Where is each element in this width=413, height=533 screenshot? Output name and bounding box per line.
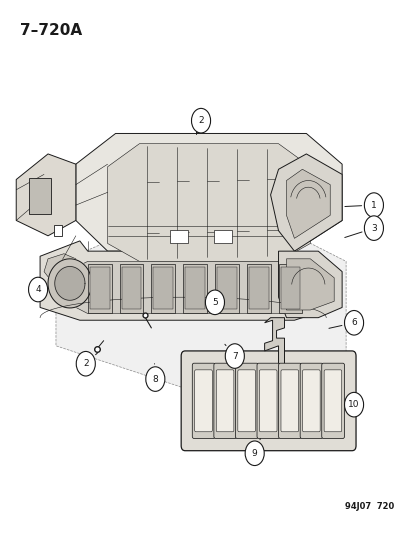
- Polygon shape: [264, 318, 284, 379]
- Text: 7: 7: [231, 352, 237, 360]
- Text: 2: 2: [198, 116, 203, 125]
- Polygon shape: [88, 264, 112, 312]
- Text: 4: 4: [35, 285, 41, 294]
- Polygon shape: [76, 133, 341, 251]
- Polygon shape: [286, 259, 333, 310]
- Circle shape: [344, 311, 363, 335]
- FancyBboxPatch shape: [53, 225, 62, 236]
- Circle shape: [225, 344, 244, 368]
- Polygon shape: [151, 264, 175, 312]
- Polygon shape: [214, 264, 238, 312]
- Text: 6: 6: [350, 318, 356, 327]
- FancyBboxPatch shape: [259, 370, 276, 432]
- FancyBboxPatch shape: [280, 370, 298, 432]
- FancyBboxPatch shape: [29, 178, 51, 214]
- Circle shape: [244, 441, 263, 465]
- Polygon shape: [183, 264, 206, 312]
- FancyBboxPatch shape: [194, 370, 212, 432]
- Text: 10: 10: [347, 400, 359, 409]
- FancyBboxPatch shape: [256, 363, 279, 439]
- Polygon shape: [153, 266, 173, 310]
- Polygon shape: [278, 251, 341, 318]
- FancyBboxPatch shape: [181, 351, 355, 451]
- Circle shape: [76, 351, 95, 376]
- Polygon shape: [119, 264, 143, 312]
- FancyBboxPatch shape: [299, 363, 322, 439]
- FancyBboxPatch shape: [278, 363, 301, 439]
- Text: 3: 3: [370, 224, 376, 232]
- FancyBboxPatch shape: [192, 363, 214, 439]
- FancyBboxPatch shape: [214, 230, 231, 243]
- Text: 9: 9: [251, 449, 257, 458]
- Circle shape: [28, 277, 47, 302]
- Circle shape: [363, 216, 382, 240]
- Text: 1: 1: [370, 200, 376, 209]
- Polygon shape: [185, 266, 204, 310]
- Polygon shape: [56, 261, 318, 313]
- FancyBboxPatch shape: [302, 370, 319, 432]
- Polygon shape: [246, 264, 270, 312]
- Polygon shape: [55, 266, 85, 300]
- FancyBboxPatch shape: [323, 370, 341, 432]
- Polygon shape: [121, 266, 141, 310]
- Circle shape: [344, 392, 363, 417]
- Polygon shape: [278, 264, 301, 312]
- Polygon shape: [48, 259, 92, 308]
- Circle shape: [191, 108, 210, 133]
- Polygon shape: [90, 266, 109, 310]
- Polygon shape: [56, 195, 345, 402]
- FancyBboxPatch shape: [237, 370, 255, 432]
- Polygon shape: [280, 266, 300, 310]
- Polygon shape: [248, 266, 268, 310]
- FancyBboxPatch shape: [214, 363, 236, 439]
- Text: 2: 2: [83, 359, 88, 368]
- Polygon shape: [40, 241, 325, 320]
- Polygon shape: [107, 144, 310, 261]
- Text: 5: 5: [211, 298, 217, 307]
- Polygon shape: [16, 154, 76, 236]
- FancyBboxPatch shape: [235, 363, 258, 439]
- FancyBboxPatch shape: [216, 370, 233, 432]
- FancyBboxPatch shape: [170, 230, 188, 243]
- Text: 7–720A: 7–720A: [20, 23, 82, 38]
- Polygon shape: [270, 154, 341, 251]
- Circle shape: [205, 290, 224, 314]
- FancyBboxPatch shape: [321, 363, 344, 439]
- Polygon shape: [216, 266, 236, 310]
- Polygon shape: [286, 169, 330, 238]
- Circle shape: [363, 193, 382, 217]
- Text: 8: 8: [152, 375, 158, 384]
- Text: 94J07  720: 94J07 720: [344, 502, 393, 511]
- Circle shape: [145, 367, 164, 391]
- Polygon shape: [44, 254, 76, 277]
